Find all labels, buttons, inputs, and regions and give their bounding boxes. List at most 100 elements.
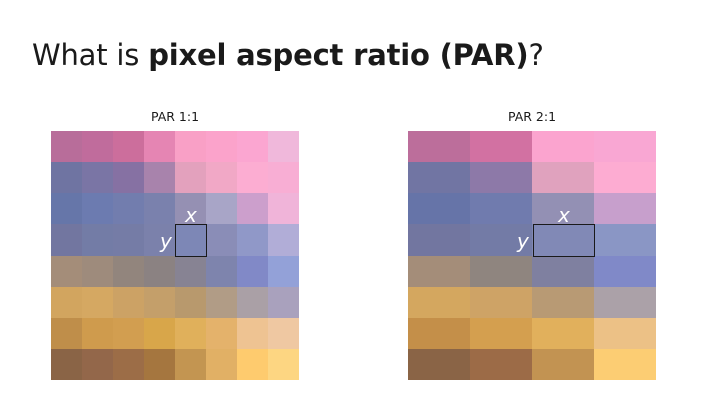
pixel-cell [144, 162, 175, 194]
pixel-grid-par-1-1 [51, 131, 299, 380]
pixel-cell [113, 255, 144, 287]
pixel-cell [175, 224, 206, 256]
pixel-cell [206, 255, 237, 287]
pixel-cell [51, 348, 82, 380]
pixel-cell [408, 131, 470, 163]
pixel-cell [237, 317, 268, 349]
pixel-cell [82, 255, 113, 287]
pixel-cell [237, 255, 268, 287]
pixel-cell [594, 255, 656, 287]
pixel-cell [532, 193, 594, 225]
pixel-cell [532, 255, 594, 287]
pixel-cell [175, 348, 206, 380]
pixel-cell [470, 131, 532, 163]
pixel-grid-par-2-1 [408, 131, 656, 380]
pixel-cell [206, 317, 237, 349]
pixel-cell [470, 348, 532, 380]
pixel-cell [594, 162, 656, 194]
pixel-cell [51, 131, 82, 163]
pixel-cell [237, 193, 268, 225]
pixel-cell [51, 255, 82, 287]
pixel-cell [206, 348, 237, 380]
pixel-cell [144, 131, 175, 163]
pixel-cell [206, 162, 237, 194]
pixel-cell [51, 286, 82, 318]
pixel-cell [113, 348, 144, 380]
pixel-cell [82, 224, 113, 256]
pixel-cell [82, 317, 113, 349]
pixel-cell [532, 224, 594, 256]
pixel-cell [237, 348, 268, 380]
pixel-cell [237, 286, 268, 318]
pixel-cell [206, 131, 237, 163]
pixel-cell [408, 317, 470, 349]
pixel-cell [175, 193, 206, 225]
pixel-cell [206, 224, 237, 256]
pixel-cell [470, 162, 532, 194]
pixel-cell [51, 193, 82, 225]
pixel-cell [594, 224, 656, 256]
pixel-cell [408, 348, 470, 380]
pixel-cell [470, 255, 532, 287]
pixel-cell [532, 162, 594, 194]
pixel-cell [82, 286, 113, 318]
pixel-cell [268, 317, 299, 349]
pixel-cell [113, 317, 144, 349]
title-suffix: ? [528, 38, 544, 72]
pixel-cell [51, 224, 82, 256]
pixel-cell [470, 193, 532, 225]
slide-title: What is pixel aspect ratio (PAR)? [32, 38, 544, 72]
pixel-cell [594, 317, 656, 349]
panel-label-par-1-1: PAR 1:1 [150, 109, 200, 124]
pixel-cell [594, 348, 656, 380]
pixel-cell [175, 317, 206, 349]
pixel-cell [144, 255, 175, 287]
pixel-cell [113, 224, 144, 256]
pixel-cell [268, 286, 299, 318]
pixel-cell [408, 193, 470, 225]
highlighted-pixel-par-2-1 [533, 224, 595, 257]
pixel-cell [175, 131, 206, 163]
pixel-cell [144, 224, 175, 256]
pixel-cell [408, 162, 470, 194]
pixel-cell [144, 348, 175, 380]
pixel-cell [175, 162, 206, 194]
pixel-cell [532, 317, 594, 349]
panel-label-par-2-1: PAR 2:1 [507, 109, 557, 124]
pixel-cell [113, 131, 144, 163]
pixel-cell [82, 131, 113, 163]
pixel-cell [470, 286, 532, 318]
pixel-cell [268, 193, 299, 225]
pixel-cell [268, 224, 299, 256]
title-bold: pixel aspect ratio (PAR) [148, 38, 529, 72]
pixel-cell [408, 224, 470, 256]
pixel-cell [237, 224, 268, 256]
pixel-cell [206, 286, 237, 318]
pixel-cell [113, 162, 144, 194]
title-prefix: What is [32, 38, 149, 72]
pixel-cell [82, 162, 113, 194]
pixel-cell [268, 162, 299, 194]
pixel-cell [113, 193, 144, 225]
pixel-cell [237, 162, 268, 194]
pixel-cell [408, 286, 470, 318]
axis-label-y-par-2-1: y [517, 229, 529, 253]
pixel-cell [408, 255, 470, 287]
axis-label-y-par-1-1: y [160, 229, 172, 253]
pixel-cell [268, 255, 299, 287]
pixel-cell [268, 348, 299, 380]
pixel-cell [470, 224, 532, 256]
pixel-cell [113, 286, 144, 318]
pixel-cell [51, 162, 82, 194]
pixel-cell [144, 193, 175, 225]
pixel-cell [51, 317, 82, 349]
pixel-cell [532, 348, 594, 380]
pixel-cell [532, 131, 594, 163]
axis-label-x-par-1-1: x [185, 203, 197, 227]
pixel-cell [144, 286, 175, 318]
pixel-cell [237, 131, 268, 163]
pixel-cell [82, 348, 113, 380]
pixel-cell [175, 286, 206, 318]
pixel-cell [594, 193, 656, 225]
pixel-cell [594, 286, 656, 318]
